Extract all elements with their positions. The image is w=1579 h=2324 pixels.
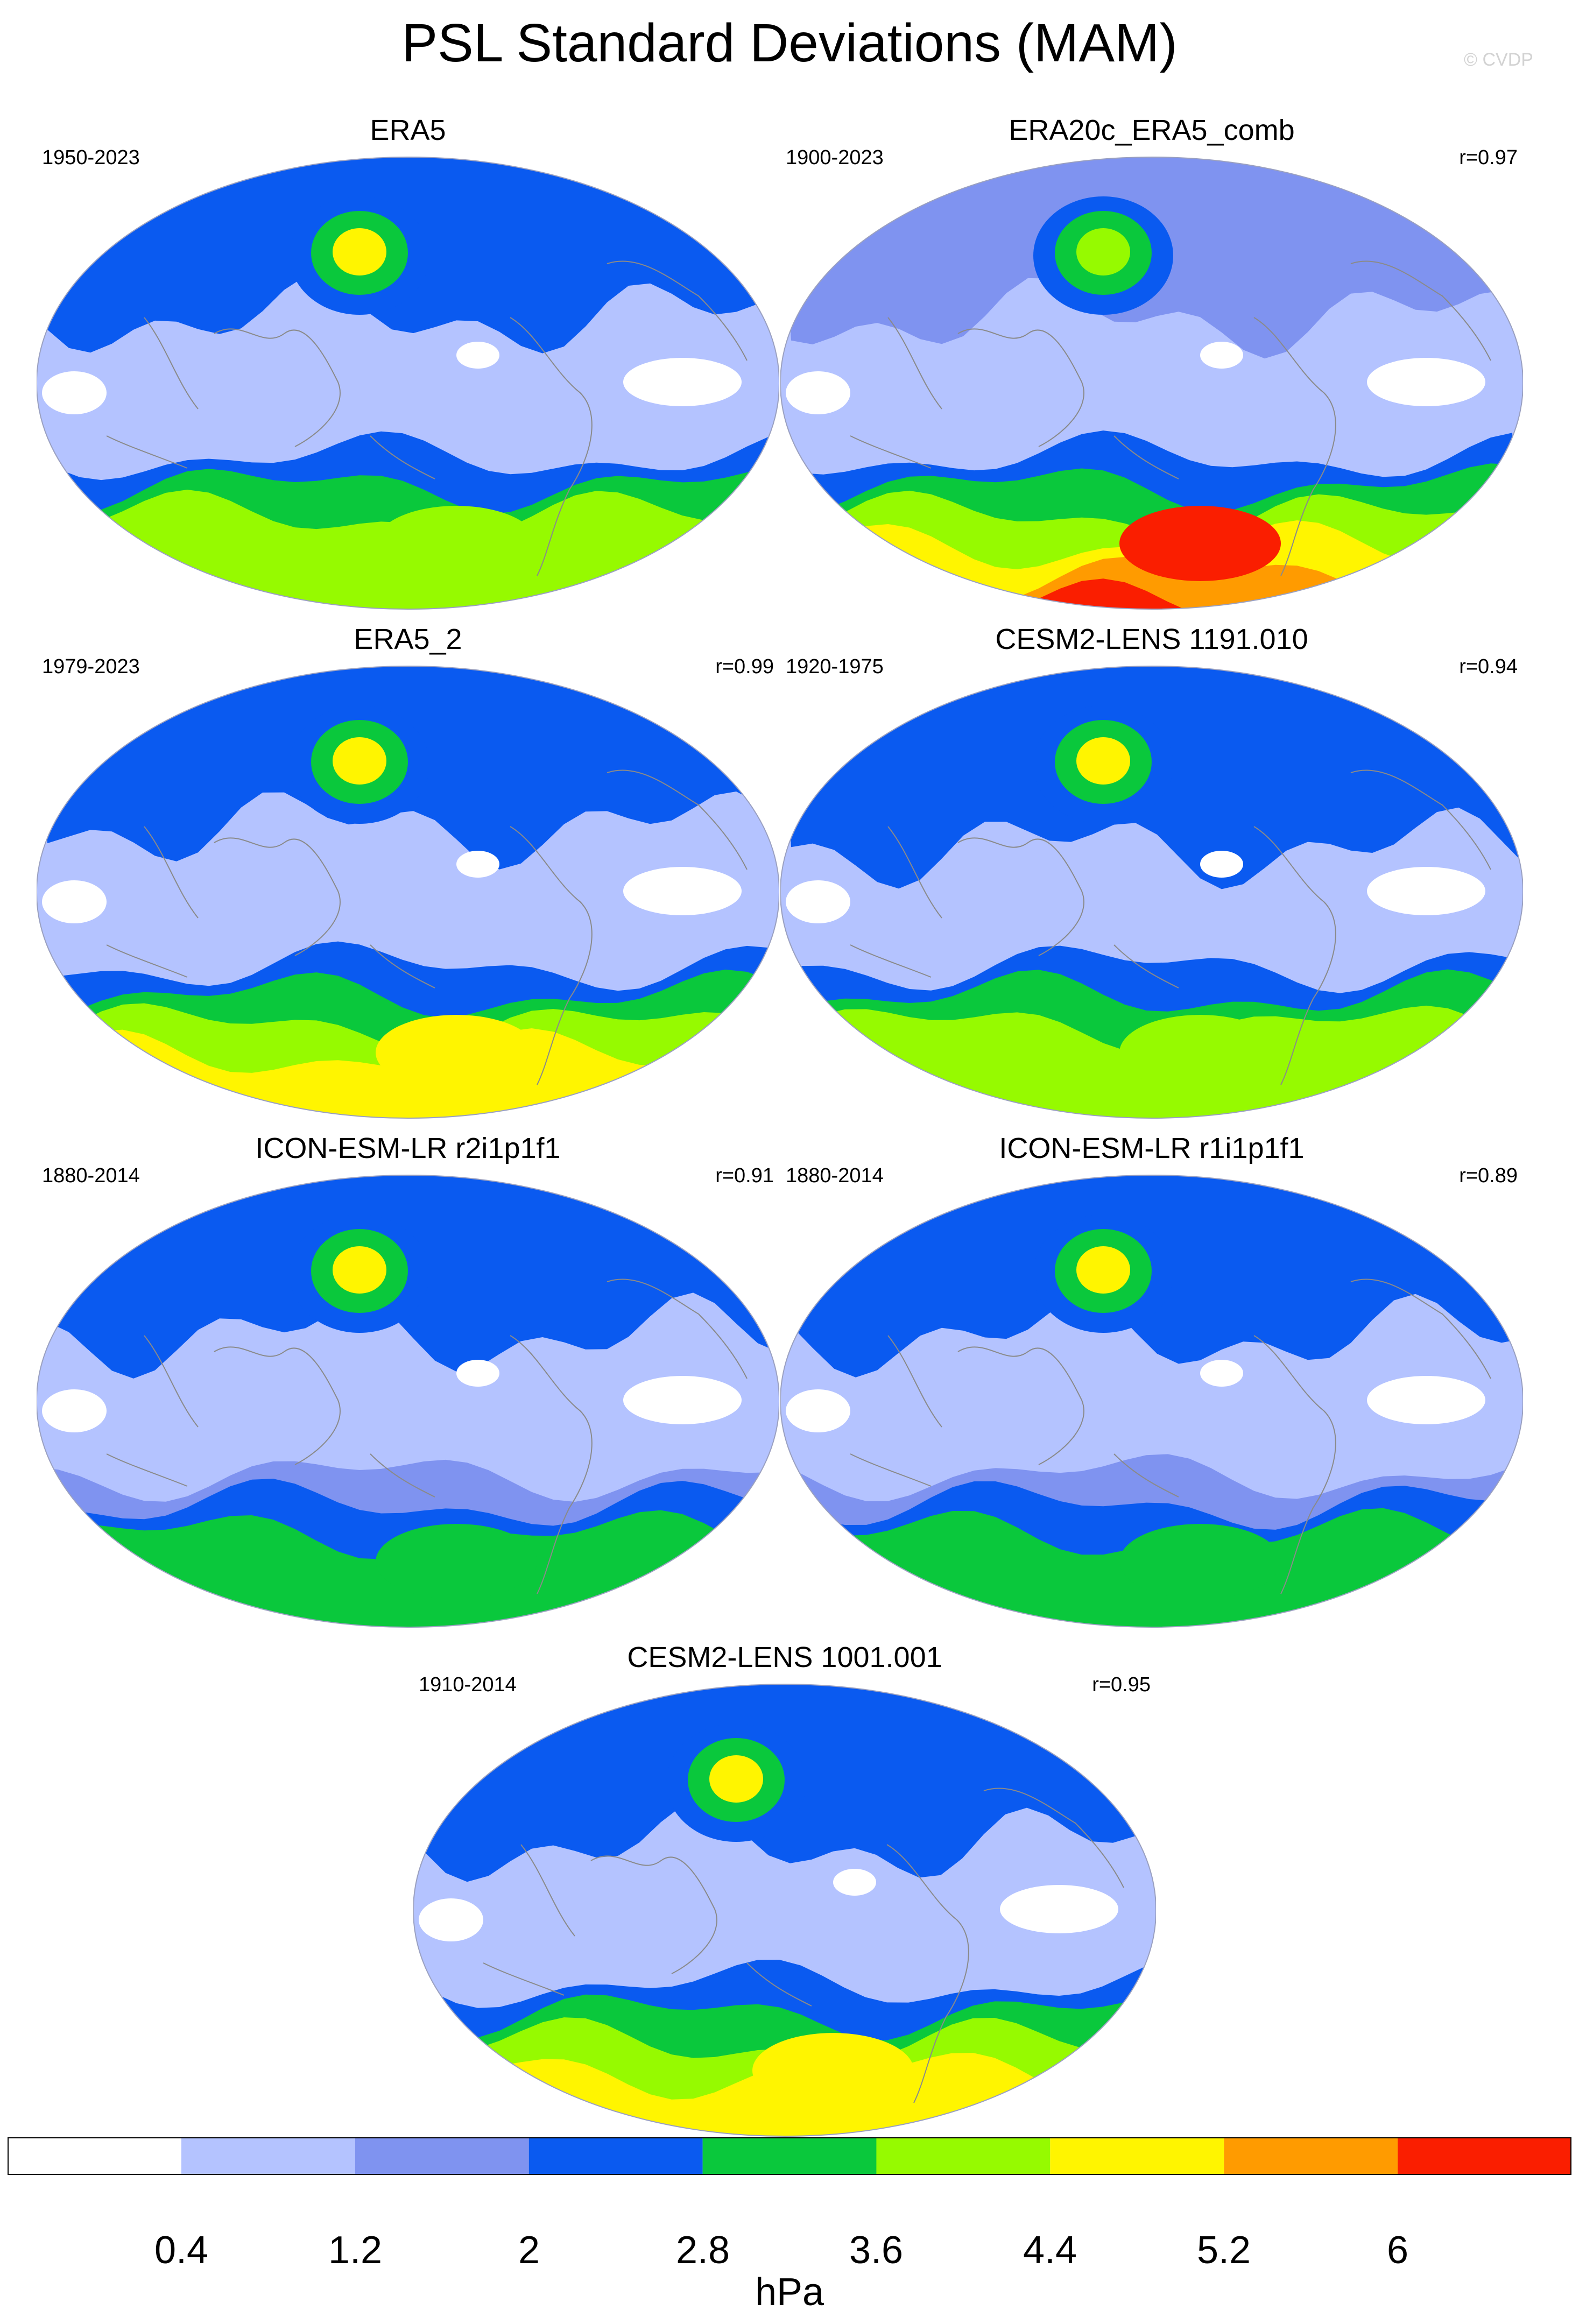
colorbar-tick-labels: 0.4 1.2 2 2.8 3.6 4.4 5.2 6 [0,2228,1579,2276]
colorbar [8,2137,1571,2175]
colorbar-box [528,2137,703,2175]
psl-stddev-map [780,1175,1523,1628]
panel-correlation: r=0.99 [715,655,774,678]
colorbar-tick-label: 0.4 [154,2229,209,2272]
panel-title: ICON-ESM-LR r1i1p1f1 [999,1132,1305,1164]
panel-title: ERA5_2 [354,623,462,655]
colorbar-tick-label: 4.4 [1023,2229,1077,2272]
figure-title: PSL Standard Deviations (MAM) [401,13,1178,73]
colorbar-box [8,2137,181,2175]
panel-correlation: r=0.95 [1092,1673,1151,1696]
panel-years: 1979-2023 [42,655,140,678]
panel-correlation: r=0.94 [1459,655,1518,678]
panel-years: 1910-2014 [419,1673,517,1696]
colorbar-tick-label: 6 [1386,2229,1409,2272]
panel-years: 1920-1975 [786,655,884,678]
panel-icon-r1: ICON-ESM-LR r1i1p1f1 1880-2014 r=0.89 [780,1131,1523,1629]
panel-title: CESM2-LENS 1191.010 [995,623,1308,655]
panel-title: CESM2-LENS 1001.001 [627,1641,942,1673]
panel-years: 1880-2014 [42,1164,140,1187]
panel-cesm2-1191: CESM2-LENS 1191.010 1920-1975 r=0.94 [780,622,1523,1120]
panel-years: 1950-2023 [42,146,140,169]
panel-era5: ERA5 1950-2023 [37,113,779,611]
panel-years: 1900-2023 [786,146,884,169]
panel-years: 1880-2014 [786,1164,884,1187]
psl-stddev-map [413,1684,1156,2137]
panel-correlation: r=0.89 [1459,1164,1518,1187]
panel-cesm2-1001: CESM2-LENS 1001.001 1910-2014 r=0.95 [413,1640,1156,2138]
colorbar-tick-label: 2 [518,2229,540,2272]
panel-correlation: r=0.97 [1459,146,1518,169]
panel-title: ERA20c_ERA5_comb [1009,114,1295,146]
colorbar-box [876,2137,1051,2175]
psl-stddev-map [780,666,1523,1119]
colorbar-box [181,2137,355,2175]
panel-era20c: ERA20c_ERA5_comb 1900-2023 r=0.97 [780,113,1523,611]
panel-title: ERA5 [370,114,446,146]
panel-era5-2: ERA5_2 1979-2023 r=0.99 [37,622,779,1120]
colorbar-tick-label: 3.6 [849,2229,904,2272]
cvdp-watermark: © CVDP [1464,50,1533,70]
colorbar-tick-label: 2.8 [675,2229,730,2272]
colorbar-box [1224,2137,1398,2175]
colorbar-box [702,2137,877,2175]
colorbar-box [1050,2137,1224,2175]
psl-stddev-map [37,157,779,610]
panel-title: ICON-ESM-LR r2i1p1f1 [255,1132,561,1164]
panel-correlation: r=0.91 [715,1164,774,1187]
colorbar-tick-label: 5.2 [1196,2229,1251,2272]
psl-stddev-map [780,157,1523,610]
colorbar-box [355,2137,529,2175]
colorbar-tick-label: 1.2 [328,2229,383,2272]
psl-stddev-map [37,666,779,1119]
colorbar-box [1398,2137,1571,2175]
psl-stddev-map [37,1175,779,1628]
colorbar-units-label: hPa [755,2271,824,2314]
panel-icon-r2: ICON-ESM-LR r2i1p1f1 1880-2014 r=0.91 [37,1131,779,1629]
